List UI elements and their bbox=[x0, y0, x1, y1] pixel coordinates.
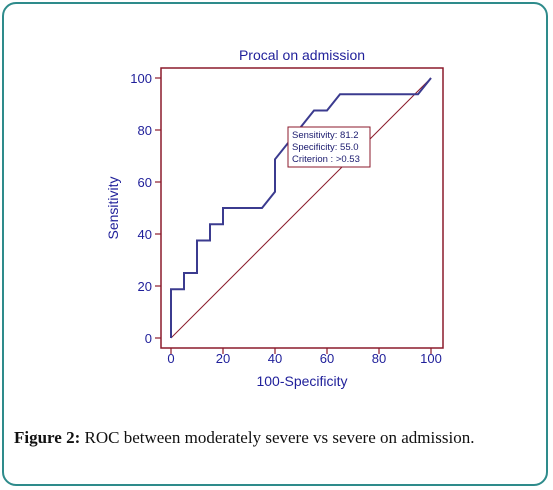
x-tick-label: 80 bbox=[372, 351, 386, 366]
plot-area-frame bbox=[160, 67, 444, 349]
roc-chart: 0 20 40 60 80 100 0 20 40 60 80 100 Procal on admiss… bbox=[105, 47, 444, 389]
y-tick-label: 0 bbox=[145, 331, 152, 346]
x-tick-label: 20 bbox=[216, 351, 230, 366]
annotation-line: Specificity: 55.0 bbox=[292, 142, 359, 153]
figure-frame bbox=[2, 2, 548, 486]
figure-caption: Figure 2: ROC between moderately severe … bbox=[14, 428, 534, 448]
y-tick-label: 60 bbox=[138, 175, 152, 190]
x-tick-label: 100 bbox=[420, 351, 442, 366]
chart-title: Procal on admission bbox=[239, 47, 365, 63]
x-tick-label: 0 bbox=[167, 351, 174, 366]
caption-label: Figure 2: bbox=[14, 428, 81, 447]
annotation-line: Criterion : >0.53 bbox=[292, 154, 360, 165]
y-tick-label: 40 bbox=[138, 227, 152, 242]
y-tick-label: 80 bbox=[138, 123, 152, 138]
x-axis-label: 100-Specificity bbox=[256, 373, 347, 389]
y-axis-label: Sensitivity bbox=[105, 176, 121, 239]
caption-text: ROC between moderately severe vs severe … bbox=[80, 428, 475, 447]
x-tick-label: 40 bbox=[268, 351, 282, 366]
criterion-annotation-box bbox=[287, 126, 371, 168]
annotation-line: Sensitivity: 81.2 bbox=[292, 130, 359, 141]
roc-curve-line bbox=[170, 77, 432, 338]
y-tick-label: 100 bbox=[130, 71, 152, 86]
reference-diagonal-line bbox=[170, 77, 432, 339]
x-tick-label: 60 bbox=[320, 351, 334, 366]
y-tick-label: 20 bbox=[138, 279, 152, 294]
